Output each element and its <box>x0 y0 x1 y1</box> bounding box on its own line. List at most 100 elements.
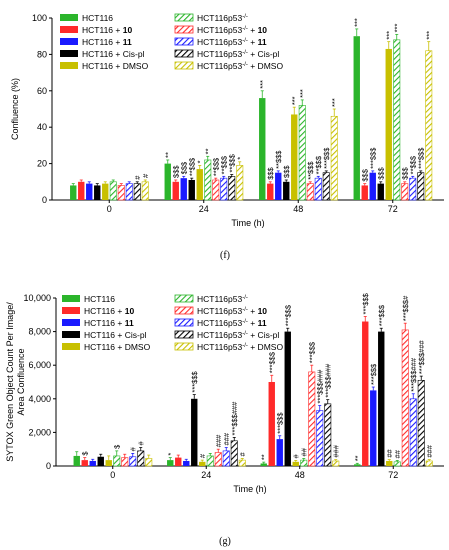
significance-label: # <box>238 451 247 456</box>
y-tick-label: 80 <box>37 49 47 59</box>
significance-label: **$$$ <box>219 155 228 174</box>
significance-label: ## <box>385 448 394 457</box>
bar <box>145 458 153 467</box>
significance-label: * <box>166 453 175 456</box>
significance-label: *** <box>290 96 299 105</box>
bar <box>385 48 392 200</box>
legend-swatch <box>62 295 80 302</box>
x-axis-label: Time (h) <box>233 484 266 494</box>
legend-label-10: HCT116p53-/- + DMSO <box>197 61 283 71</box>
bar <box>260 463 267 466</box>
significance-label: * <box>195 160 204 163</box>
x-tick-label: 72 <box>388 470 398 480</box>
significance-label: $$$ <box>282 165 291 178</box>
x-tick-label: 48 <box>295 470 305 480</box>
bar <box>117 185 125 201</box>
legend-swatch <box>62 307 80 314</box>
legend-swatch <box>174 318 194 327</box>
bar <box>322 172 330 201</box>
legend-swatch <box>62 331 80 338</box>
bar <box>306 183 314 201</box>
bar <box>175 457 182 466</box>
significance-label: *** <box>384 31 393 40</box>
bar <box>196 169 203 200</box>
bar <box>298 105 306 201</box>
bar <box>283 181 290 200</box>
bar <box>409 177 417 201</box>
legend-swatch <box>60 62 78 69</box>
bar <box>121 457 129 467</box>
bar <box>417 172 425 201</box>
significance-label: **$$$ <box>227 153 236 172</box>
bar <box>370 390 377 466</box>
bar <box>86 183 93 200</box>
y-axis-label: SYTOX Green Object Count Per Image/Area … <box>5 302 26 462</box>
bar <box>212 179 220 201</box>
significance-label: ### <box>425 444 434 457</box>
significance-label: # <box>136 441 145 446</box>
panel-label-g: (g) <box>219 536 231 547</box>
y-tick-label: 2,000 <box>28 427 51 437</box>
bar <box>222 450 230 467</box>
significance-label: **$$$ <box>211 157 220 176</box>
bar <box>409 398 417 467</box>
significance-label: $$$ <box>400 166 409 179</box>
significance-label: $$$ <box>179 161 188 174</box>
significance-label: ***$$$ <box>267 351 276 373</box>
legend-swatch <box>62 319 80 326</box>
significance-label: **$$$ <box>408 155 417 174</box>
bar <box>361 185 368 200</box>
x-tick-label: 0 <box>110 470 115 480</box>
y-tick-label: 100 <box>32 13 47 23</box>
significance-label: *** <box>330 98 339 107</box>
legend-swatch <box>174 342 194 351</box>
significance-label: ***$$$### <box>315 369 324 404</box>
bar <box>386 460 393 466</box>
legend-swatch <box>174 13 194 22</box>
significance-label: $ <box>112 444 121 449</box>
bar <box>94 185 101 200</box>
legend-label-6: HCT116p53-/- <box>197 13 248 23</box>
bar <box>276 439 283 466</box>
panel-label-f: (f) <box>220 250 230 261</box>
bar <box>141 181 149 201</box>
significance-label: ***$$$# <box>401 295 410 321</box>
bar <box>73 455 80 466</box>
y-tick-label: 4,000 <box>28 394 51 404</box>
bar <box>377 183 384 200</box>
significance-label: *** <box>392 24 401 33</box>
significance-label: ***$$$### <box>323 363 332 398</box>
legend-label-8: HCT116p53-/- + 11 <box>197 37 267 47</box>
bar <box>125 183 133 201</box>
legend-swatch <box>174 49 194 58</box>
significance-label: # <box>291 453 300 458</box>
significance-label: ***$$$### <box>230 401 239 436</box>
legend-label-9: HCT116p53-/- + Cis-pl <box>197 49 279 59</box>
bar <box>393 39 401 201</box>
bar <box>172 181 179 200</box>
significance-label: ***$$$### <box>409 357 418 392</box>
bar <box>188 179 195 200</box>
significance-label: ** <box>203 148 212 154</box>
legend-label-4: HCT116 + Cis-pl <box>82 49 145 59</box>
y-tick-label: 0 <box>42 195 47 205</box>
bar <box>314 177 322 201</box>
y-tick-label: 6,000 <box>28 360 51 370</box>
legend-label-2: HCT116 + 10 <box>84 306 134 316</box>
bar <box>164 163 171 200</box>
bar <box>291 114 298 200</box>
legend-swatch <box>60 26 78 33</box>
y-tick-label: 20 <box>37 159 47 169</box>
bar <box>275 172 282 200</box>
legend-swatch <box>174 306 194 315</box>
legend-label-2: HCT116 + 10 <box>82 25 132 35</box>
x-axis-label: Time (h) <box>231 218 264 228</box>
y-tick-label: 10,000 <box>23 293 51 303</box>
bar <box>81 460 88 466</box>
bar <box>97 456 104 466</box>
y-tick-label: 8,000 <box>28 327 51 337</box>
bar <box>425 460 433 467</box>
bar <box>401 183 409 201</box>
